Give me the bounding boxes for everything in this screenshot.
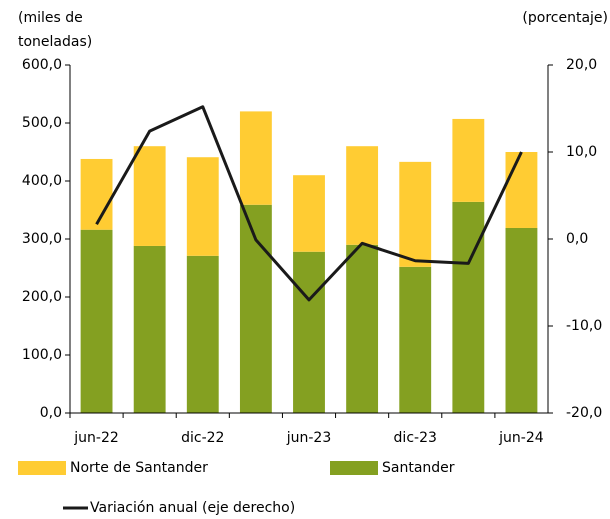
bar-segment bbox=[452, 201, 485, 413]
bar-segment bbox=[452, 118, 485, 202]
y-axis-label: toneladas) bbox=[18, 34, 92, 50]
bar-segment bbox=[293, 175, 325, 252]
y-tick-label: 400,0 bbox=[22, 173, 62, 189]
y-tick-label: 100,0 bbox=[22, 347, 62, 363]
x-tick-label: jun-23 bbox=[286, 430, 332, 446]
bar-segment bbox=[186, 255, 219, 413]
bar-segment bbox=[80, 158, 113, 230]
y-tick-label: 200,0 bbox=[22, 289, 62, 305]
bar-segment bbox=[133, 146, 166, 246]
bar-segment bbox=[346, 146, 379, 245]
bar-segment bbox=[239, 111, 272, 205]
y-tick-label: 0,0 bbox=[40, 405, 62, 421]
y-tick-label: 600,0 bbox=[22, 57, 62, 73]
x-tick-label: dic-23 bbox=[394, 430, 437, 446]
bar-segment bbox=[346, 244, 379, 413]
y2-tick-label: 20,0 bbox=[566, 57, 597, 73]
legend-label: Norte de Santander bbox=[70, 460, 208, 476]
y-tick-label: 300,0 bbox=[22, 231, 62, 247]
bar-segment bbox=[293, 251, 325, 413]
y2-tick-label: -10,0 bbox=[566, 318, 602, 334]
legend-label: Variación anual (eje derecho) bbox=[90, 500, 295, 516]
bar-segment bbox=[186, 157, 219, 256]
bar-segment bbox=[505, 152, 538, 228]
y-tick-label: 500,0 bbox=[22, 115, 62, 131]
bar-segment bbox=[80, 229, 113, 413]
y2-tick-label: -20,0 bbox=[566, 405, 602, 421]
legend-swatch bbox=[330, 461, 378, 475]
y-axis-label: (miles de bbox=[18, 10, 83, 26]
bar-segment bbox=[133, 245, 166, 413]
bar-segment bbox=[505, 227, 538, 413]
x-tick-label: jun-24 bbox=[498, 430, 544, 446]
bar-segment bbox=[399, 266, 432, 413]
y2-axis-label: (porcentaje) bbox=[522, 10, 608, 26]
y2-tick-label: 10,0 bbox=[566, 144, 597, 160]
x-tick-label: dic-22 bbox=[181, 430, 224, 446]
line-series bbox=[95, 105, 523, 302]
x-tick-label: jun-22 bbox=[73, 430, 119, 446]
legend-label: Santander bbox=[382, 460, 455, 476]
y2-tick-label: 0,0 bbox=[566, 231, 588, 247]
legend-swatch bbox=[18, 461, 66, 475]
bar-segment bbox=[399, 161, 432, 267]
